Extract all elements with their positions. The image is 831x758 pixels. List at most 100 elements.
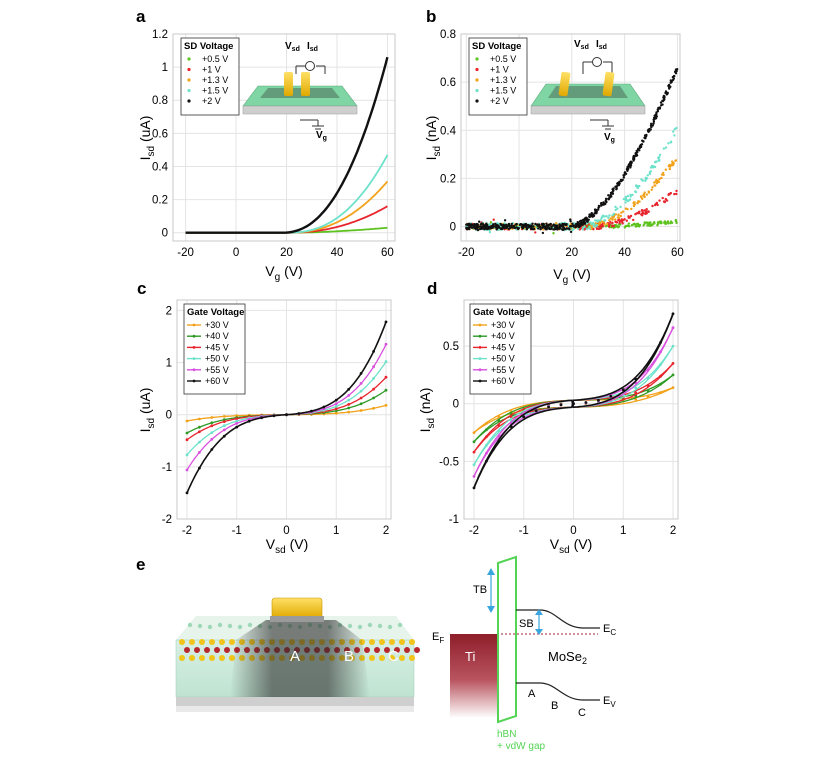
legend-label-a: +1.5 V xyxy=(202,86,228,96)
data-point-b xyxy=(574,223,578,226)
data-marker-c xyxy=(359,402,363,406)
data-marker-d xyxy=(497,419,501,423)
xtick-label-c: 1 xyxy=(333,525,339,537)
data-point-b xyxy=(655,182,659,185)
data-marker-c xyxy=(210,416,214,419)
data-point-b xyxy=(624,225,627,228)
xtick-label-b: 0 xyxy=(516,247,522,259)
region-b-label: B xyxy=(551,700,558,712)
data-point-b xyxy=(599,219,602,222)
se-atom xyxy=(409,639,415,645)
data-point-b xyxy=(653,181,656,184)
mo-atom xyxy=(374,647,380,653)
data-point-b xyxy=(611,190,614,194)
data-marker-c xyxy=(222,415,226,418)
xtick-label-c: -1 xyxy=(232,525,242,537)
data-marker-c xyxy=(334,404,338,408)
data-point-b xyxy=(622,197,626,201)
data-point-b xyxy=(671,162,675,165)
ticks-d: -2 -1 0 1 2 -1 -0.5 0 0.5 xyxy=(439,341,676,537)
data-point-b xyxy=(611,218,614,221)
legend-title-d: Gate Voltage xyxy=(473,307,530,318)
data-marker-d xyxy=(646,368,650,372)
data-point-b xyxy=(649,166,653,169)
legend-dot-c xyxy=(192,368,196,372)
data-point-b xyxy=(569,218,572,221)
device-label-b: B xyxy=(344,648,354,665)
data-marker-d xyxy=(497,415,501,418)
data-marker-d xyxy=(646,395,650,398)
data-point-b xyxy=(674,220,678,223)
data-marker-d xyxy=(509,425,513,429)
legend-label-c: +60 V xyxy=(205,376,229,386)
hbn-atom xyxy=(237,624,243,630)
data-point-b xyxy=(664,168,667,171)
se-atom xyxy=(389,655,395,661)
data-marker-d xyxy=(472,486,476,490)
data-point-b xyxy=(650,122,653,126)
data-point-b xyxy=(635,154,639,157)
data-point-b xyxy=(485,223,489,227)
data-point-b xyxy=(675,192,678,196)
data-marker-c xyxy=(272,414,276,418)
data-point-b xyxy=(560,228,563,231)
panel-b: b -20 0 20 40 60 0 0.2 0.4 0.6 0.8 Isd (nA) Vg (V… xyxy=(423,7,684,286)
legend-items-c: +30 V+40 V+45 V +50 V+55 V+60 V xyxy=(187,320,229,386)
data-point-b xyxy=(478,220,481,223)
panel-a: a -20 0 20 40 60 0 0.2 0.4 0.6 0.8 1 1.2 Isd (uA) V… xyxy=(136,7,396,283)
data-point-b xyxy=(652,120,656,123)
data-point-b xyxy=(658,199,661,202)
ylabel-c: Isd (uA) xyxy=(137,388,157,433)
ylabel-a: Isd (uA) xyxy=(137,116,157,161)
data-point-b xyxy=(532,227,536,231)
device-illustration: A B C xyxy=(175,597,420,712)
data-marker-c xyxy=(359,382,363,385)
se-atom xyxy=(179,655,185,661)
data-point-b xyxy=(617,226,620,229)
data-point-b xyxy=(671,78,675,82)
data-point-b xyxy=(661,103,664,106)
data-point-b xyxy=(628,162,632,165)
data-point-b xyxy=(665,93,668,96)
ticks-b: -20 0 20 40 60 0 0.2 0.4 0.6 0.8 xyxy=(440,29,684,259)
data-point-b xyxy=(634,190,637,193)
data-point-b xyxy=(647,224,650,227)
ytick-label-c: 1 xyxy=(166,358,172,370)
data-point-b xyxy=(529,226,533,229)
data-point-b xyxy=(656,224,659,227)
legend-label-a: +1 V xyxy=(202,65,221,75)
data-point-b xyxy=(658,158,661,161)
data-marker-c xyxy=(334,402,338,405)
hbn-atom xyxy=(227,623,233,629)
data-marker-c xyxy=(384,375,388,379)
panel-label-d: d xyxy=(427,279,437,298)
ytick-label-c: -2 xyxy=(162,514,172,526)
xtick-label-a: 0 xyxy=(233,247,239,259)
ytick-label-b: 0.8 xyxy=(440,29,456,41)
data-marker-d xyxy=(659,341,662,344)
xtick-label-a: 20 xyxy=(280,247,293,259)
data-point-b xyxy=(628,216,631,219)
data-point-b xyxy=(640,213,643,216)
data-point-b xyxy=(614,185,617,188)
se-atom xyxy=(179,639,185,645)
data-point-b xyxy=(619,205,622,209)
panel-label-a: a xyxy=(136,7,146,26)
data-point-b xyxy=(622,176,625,179)
data-marker-d xyxy=(485,435,488,439)
data-point-b xyxy=(649,124,653,127)
data-point-b xyxy=(639,195,643,198)
legend-c: Gate Voltage +30 V+40 V+45 V +50 V+55 V+6… xyxy=(183,303,246,395)
mo-atom xyxy=(184,647,190,653)
axes-frame-a xyxy=(172,33,396,242)
ytick-label-a: 1.2 xyxy=(152,29,168,41)
data-point-b xyxy=(541,231,545,235)
data-point-b xyxy=(542,225,545,228)
se-atom xyxy=(229,639,235,645)
data-point-b xyxy=(611,224,614,228)
data-point-b xyxy=(673,128,676,131)
data-point-b xyxy=(532,225,535,228)
data-point-b xyxy=(662,147,666,150)
data-point-b xyxy=(607,225,611,228)
data-point-b xyxy=(475,222,478,226)
